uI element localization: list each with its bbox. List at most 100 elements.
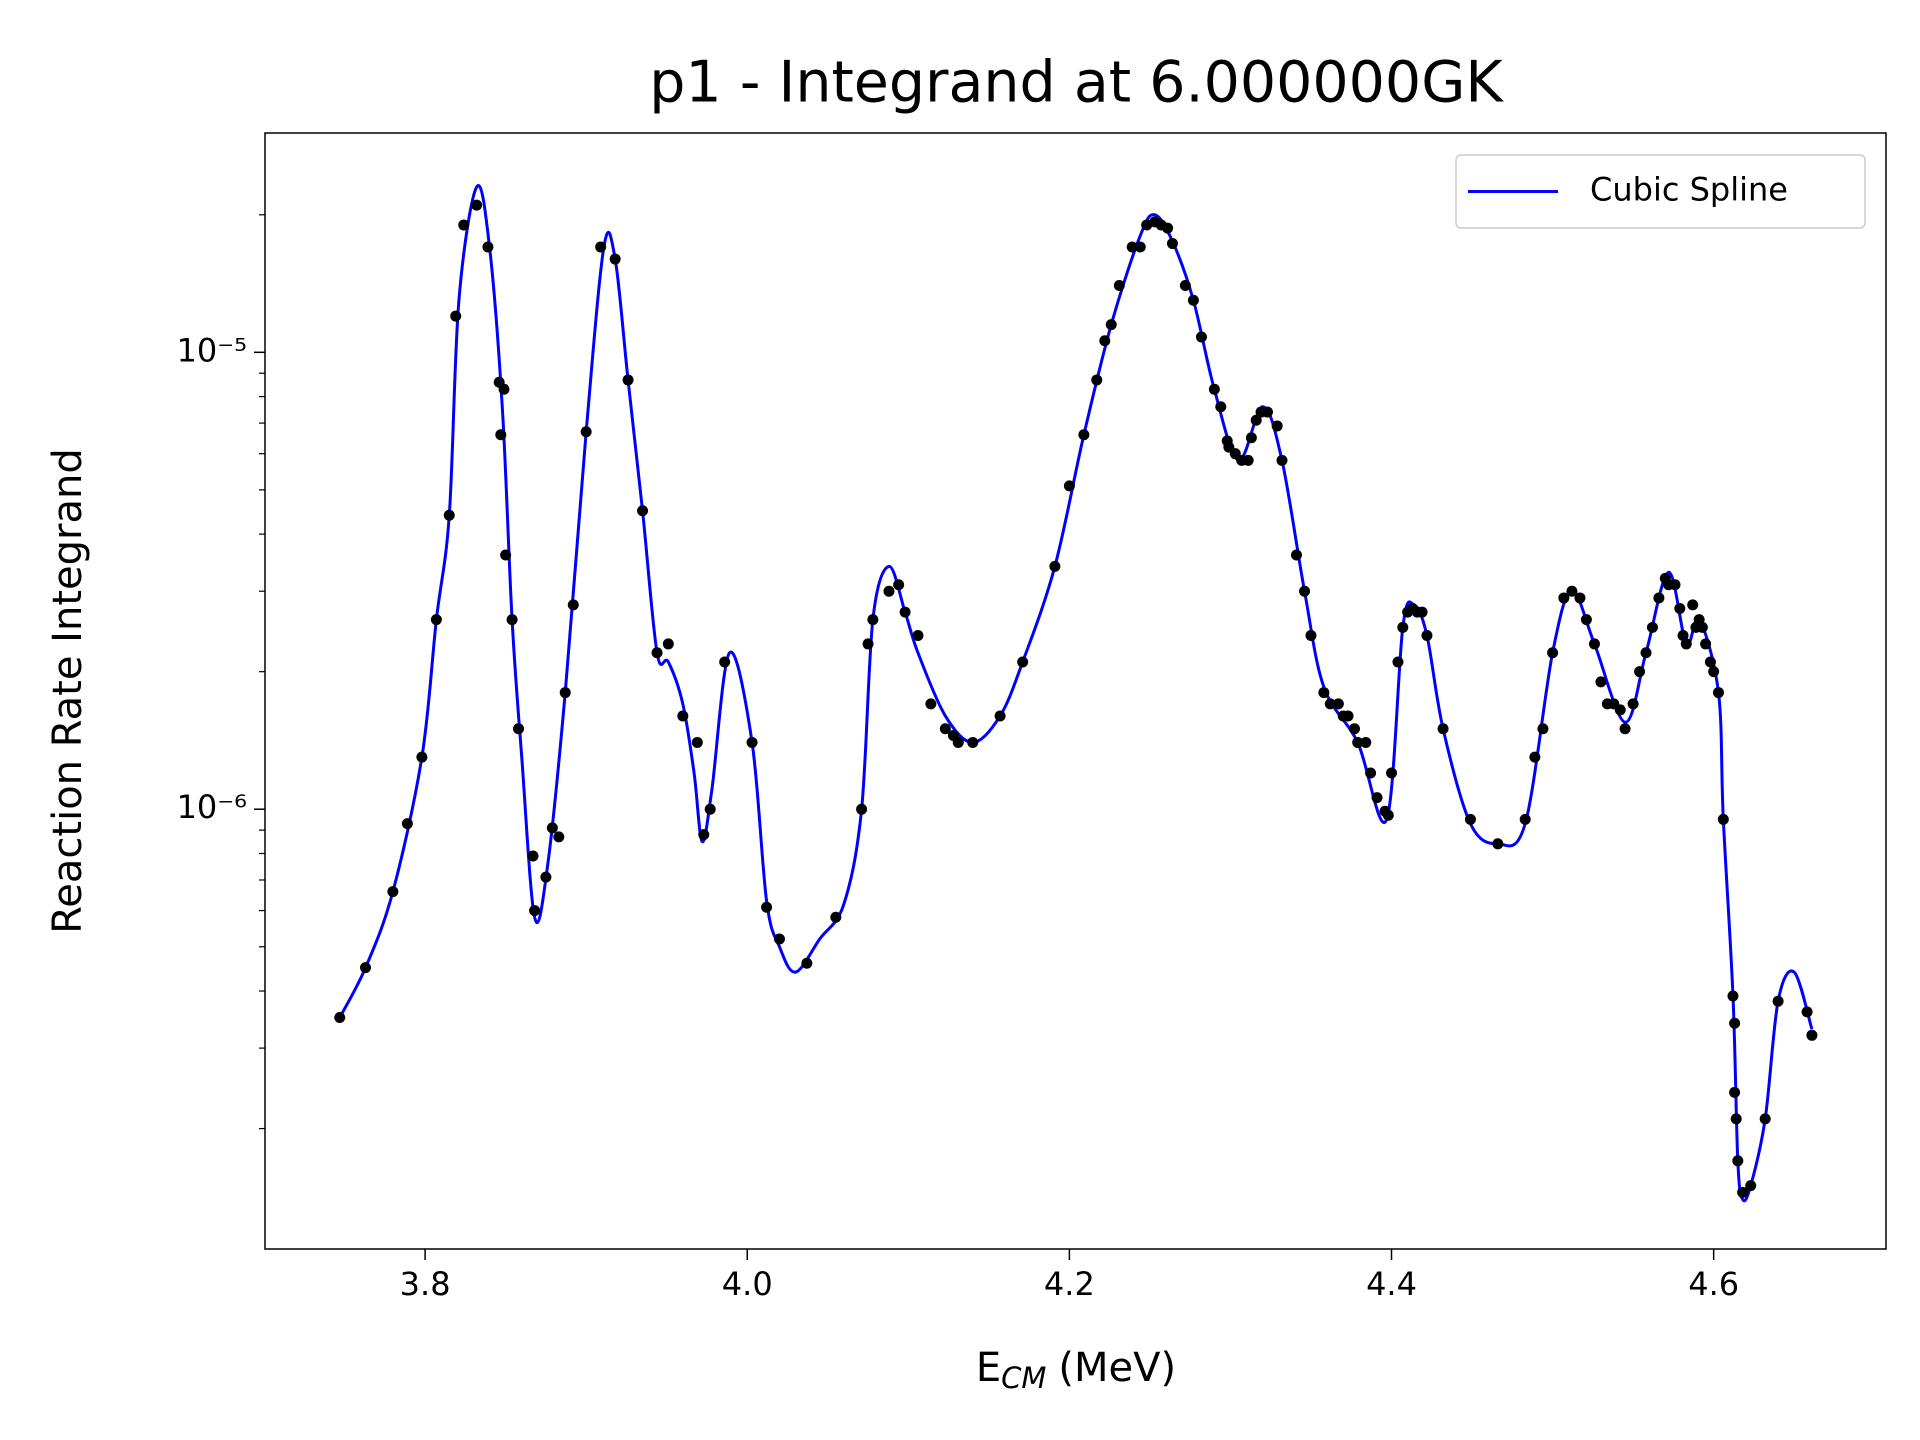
data-point — [893, 579, 905, 591]
y-axis-label: Reaction Rate Integrand — [45, 448, 91, 933]
data-point — [1745, 1180, 1757, 1192]
x-tick-label: 4.0 — [722, 1265, 773, 1303]
data-point — [1700, 638, 1712, 650]
data-point — [540, 871, 552, 883]
data-point — [1371, 792, 1383, 804]
data-point — [1365, 767, 1377, 779]
data-point — [529, 905, 541, 917]
data-point — [1242, 454, 1254, 466]
data-point — [567, 599, 579, 611]
data-point — [1179, 280, 1191, 292]
data-point — [1619, 723, 1631, 735]
data-point — [1078, 429, 1090, 441]
data-point — [1708, 666, 1720, 678]
data-point — [1680, 638, 1692, 650]
data-point — [883, 585, 895, 597]
data-point — [662, 638, 674, 650]
data-point — [830, 911, 842, 923]
data-point — [1529, 751, 1541, 763]
data-point — [1547, 647, 1559, 659]
plot-area — [334, 184, 1818, 1203]
x-label-subscript: CM — [1001, 1361, 1046, 1395]
data-point — [746, 736, 758, 748]
data-point — [1580, 614, 1592, 626]
data-point — [1677, 629, 1689, 641]
data-point — [1305, 629, 1317, 641]
data-point — [1574, 592, 1586, 604]
data-point — [1166, 238, 1178, 250]
data-point — [500, 549, 512, 561]
data-point — [677, 710, 689, 722]
data-point — [513, 723, 525, 735]
data-point — [1187, 294, 1199, 306]
data-point — [1049, 560, 1061, 572]
data-point — [1634, 666, 1646, 678]
data-point — [1360, 736, 1372, 748]
data-point — [1519, 813, 1531, 825]
x-tick-label: 4.4 — [1366, 1265, 1417, 1303]
data-point — [1245, 432, 1257, 444]
data-point — [1063, 480, 1075, 492]
data-point — [1382, 809, 1394, 821]
data-point — [1640, 647, 1652, 659]
data-point — [527, 850, 539, 862]
y-tick-label: 10⁻⁶ — [177, 788, 247, 826]
data-point — [450, 310, 462, 322]
data-point — [719, 656, 731, 668]
data-point — [698, 829, 710, 841]
data-point — [334, 1012, 346, 1024]
data-point — [899, 606, 911, 618]
data-point — [1627, 698, 1639, 710]
data-point — [1801, 1006, 1813, 1018]
x-label-text: E — [976, 1345, 1001, 1391]
data-point — [1696, 621, 1708, 633]
data-point — [1437, 723, 1449, 735]
data-point — [1646, 621, 1658, 633]
data-point — [1352, 736, 1364, 748]
data-point — [1215, 401, 1227, 413]
data-point — [856, 803, 868, 815]
data-point — [952, 736, 964, 748]
data-point — [430, 614, 442, 626]
data-point — [1332, 698, 1344, 710]
data-point — [622, 374, 634, 386]
data-point — [1162, 222, 1174, 234]
data-point — [1669, 579, 1681, 591]
data-point — [867, 614, 879, 626]
data-point — [1099, 335, 1111, 347]
data-point — [1492, 838, 1504, 850]
data-point — [595, 241, 607, 253]
data-point — [939, 723, 951, 735]
chart-title: p1 - Integrand at 6.000000GK — [649, 50, 1504, 116]
x-label-unit: (MeV) — [1058, 1345, 1176, 1391]
data-point — [912, 629, 924, 641]
data-point — [691, 736, 703, 748]
data-point — [387, 886, 399, 898]
data-point — [1261, 406, 1273, 418]
data-point — [443, 509, 455, 521]
data-point — [1318, 687, 1330, 699]
data-point — [1464, 813, 1476, 825]
data-point — [1386, 767, 1398, 779]
legend-box — [1455, 154, 1866, 229]
legend-label: Cubic Spline — [1590, 171, 1788, 209]
data-point — [1674, 602, 1686, 614]
data-point — [801, 957, 813, 969]
x-axis-label: ECM (MeV) — [976, 1345, 1176, 1395]
plot-frame — [264, 132, 1887, 1250]
data-point — [862, 638, 874, 650]
data-point — [1105, 319, 1117, 331]
data-point — [482, 241, 494, 253]
data-point — [967, 736, 979, 748]
data-point — [1759, 1113, 1771, 1125]
data-point — [1614, 704, 1626, 716]
data-point — [1342, 710, 1354, 722]
data-point — [1737, 1186, 1749, 1198]
data-point — [1416, 606, 1428, 618]
data-point — [609, 253, 621, 265]
data-point — [1732, 1155, 1744, 1167]
x-tick-label: 4.6 — [1688, 1265, 1739, 1303]
data-point — [498, 383, 510, 395]
